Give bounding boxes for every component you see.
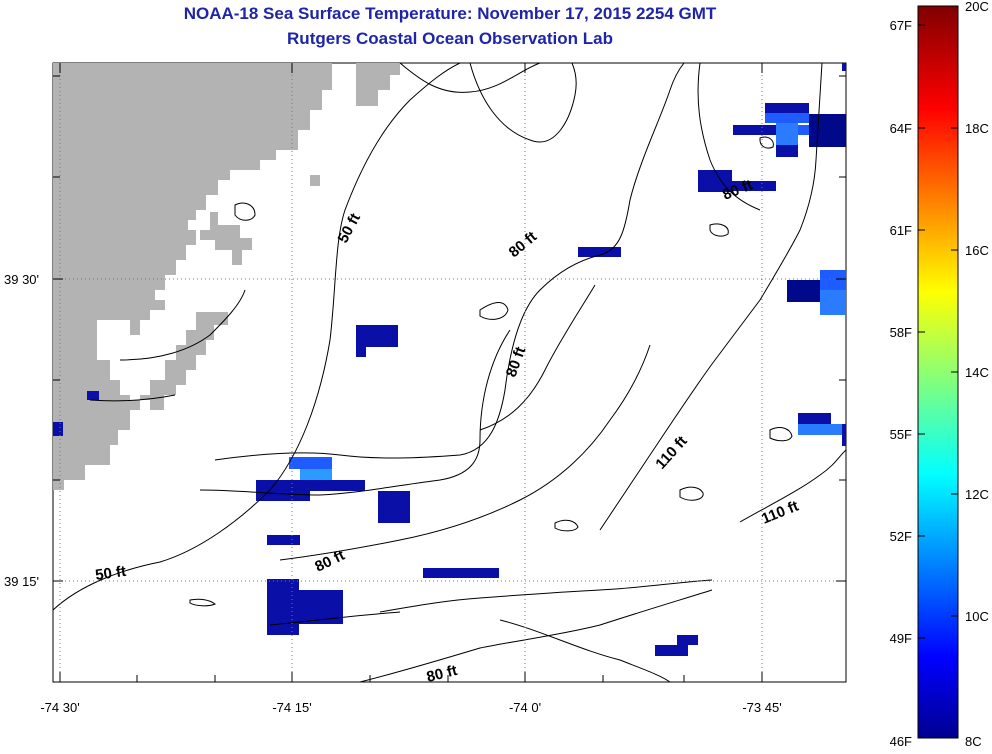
colorbar-ticks: [918, 24, 958, 639]
colorbar-f-label: 52F: [890, 529, 912, 544]
colorbar-f-label: 64F: [890, 121, 912, 136]
land-patch: [310, 175, 320, 186]
colorbar-c-label: 16C: [965, 243, 989, 258]
colorbar-f-label: 61F: [890, 223, 912, 238]
lon-label: -74 15': [272, 700, 311, 715]
bathymetry-contours: [53, 63, 846, 682]
sst-pixels: [53, 63, 846, 656]
land-patch: [150, 300, 165, 310]
colorbar-c-label: 18C: [965, 121, 989, 136]
colorbar-f-label: 49F: [890, 631, 912, 646]
axis-ticks: [53, 63, 846, 682]
map-title: NOAA-18 Sea Surface Temperature: Novembe…: [183, 4, 717, 23]
land-patch: [356, 63, 400, 106]
lat-label: 39 30': [4, 272, 39, 287]
colorbar-f-label: 55F: [890, 427, 912, 442]
colorbar-c-label: 8C: [965, 734, 982, 749]
graticule: [53, 63, 846, 682]
lon-label: -74 0': [509, 700, 541, 715]
colorbar-c-label: 12C: [965, 487, 989, 502]
map-subtitle: Rutgers Coastal Ocean Observation Lab: [287, 29, 613, 48]
contour-label: 80 ft: [425, 662, 459, 686]
colorbar-c-label: 14C: [965, 365, 989, 380]
colorbar-c-label: 10C: [965, 609, 989, 624]
lon-label: -74 30': [40, 700, 79, 715]
colorbar-c-label: 20C: [965, 0, 989, 14]
colorbar-f-label: 67F: [890, 18, 912, 33]
colorbar-f-label: 46F: [890, 734, 912, 749]
lat-label: 39 15': [4, 574, 39, 589]
lon-label: -73 45': [742, 700, 781, 715]
land-mass: [53, 63, 332, 490]
colorbar-f-label: 58F: [890, 325, 912, 340]
contour-label: 50 ft: [94, 563, 127, 584]
